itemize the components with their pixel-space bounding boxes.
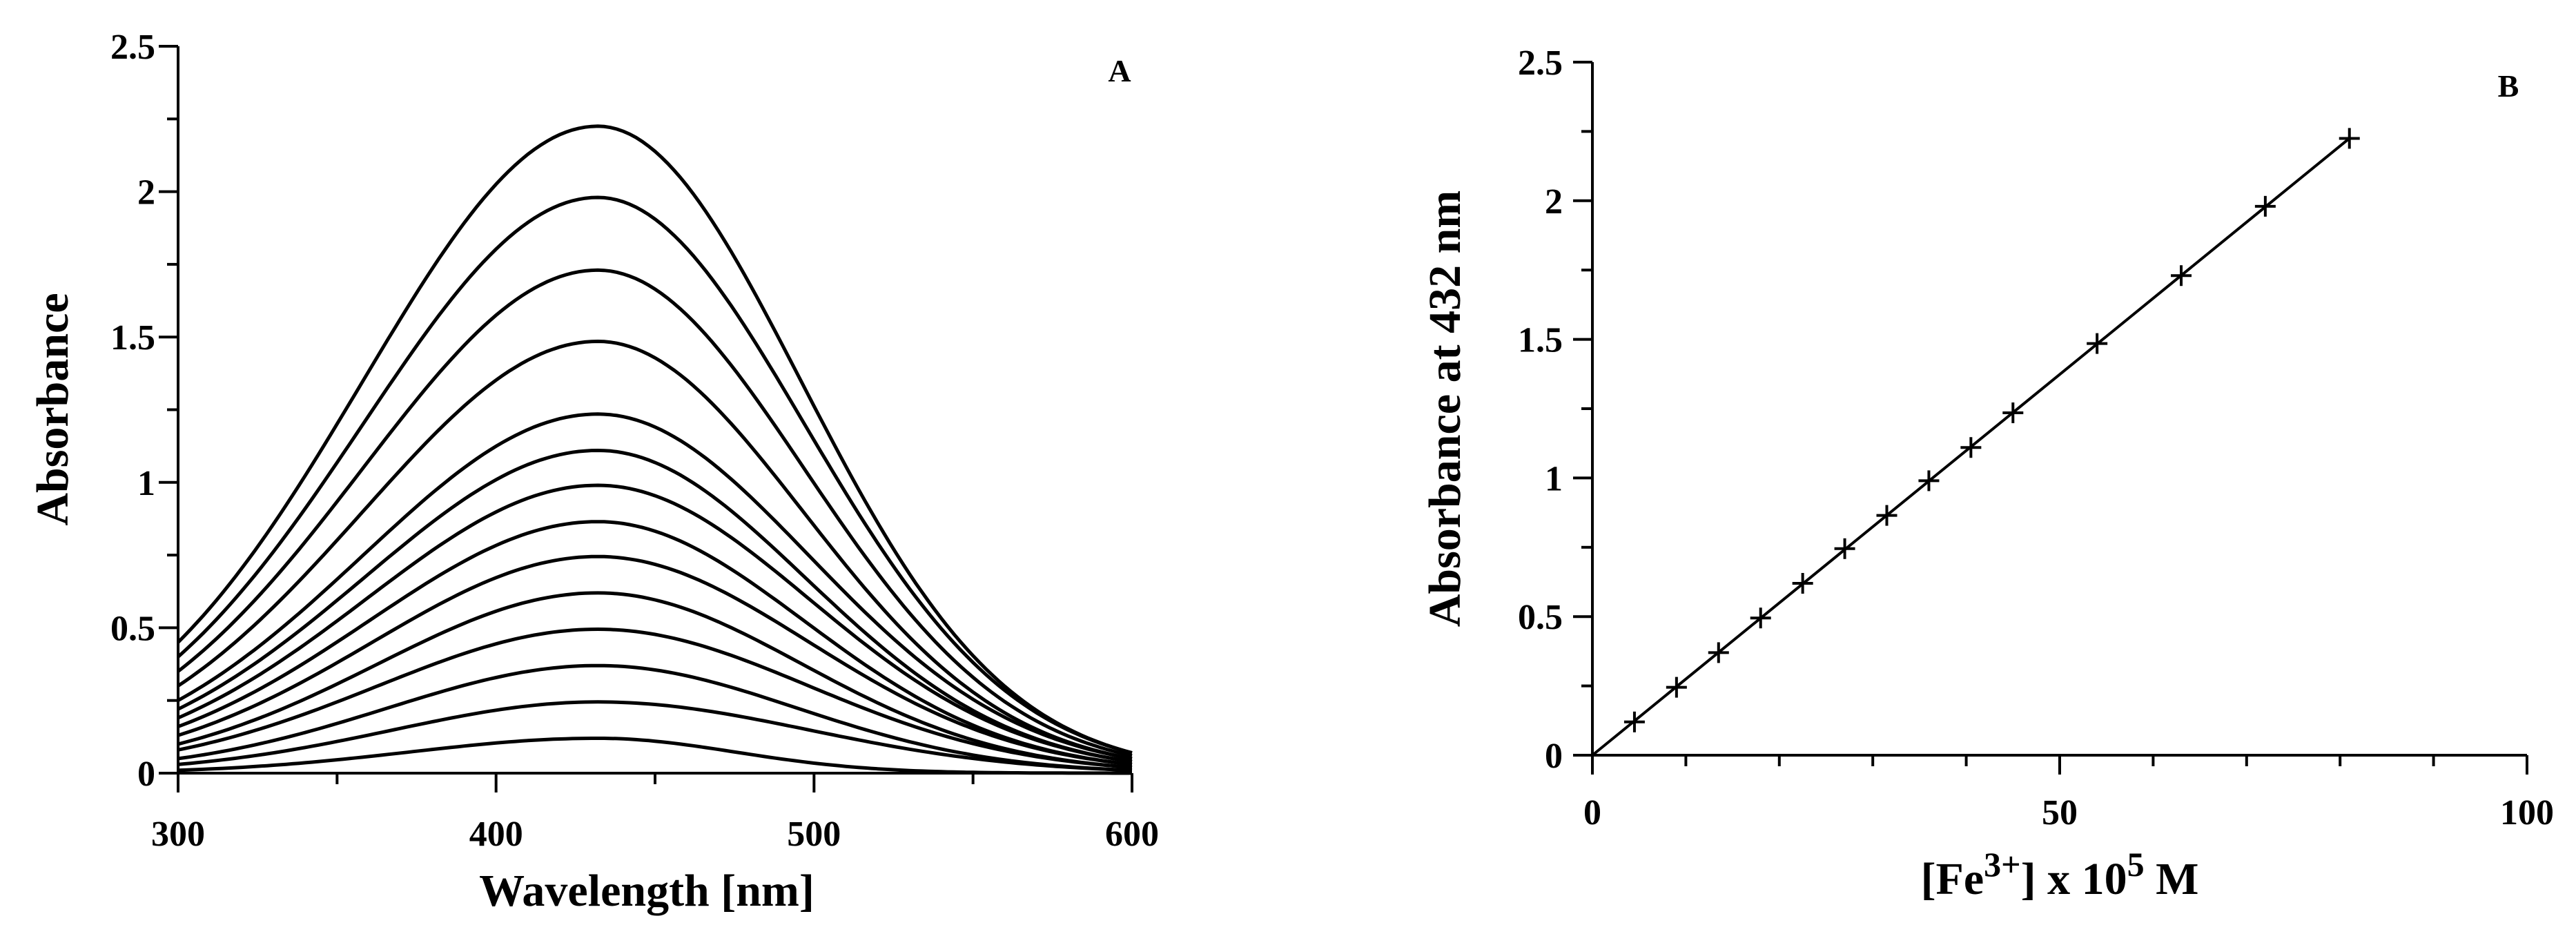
spectrum-curve-11: [177, 339, 1133, 761]
panel-b-y-tick-label: 1.5: [1518, 321, 1563, 360]
panel-b-y-tick-label: 2: [1545, 182, 1563, 222]
panel-b-x-title-part: [Fe: [1921, 854, 1984, 904]
data-point-marker: [2087, 333, 2108, 354]
panel-b-x-title-part: ] x 10: [2021, 854, 2127, 904]
panel-b-x-axis-title: [Fe3+] x 105 M: [1921, 845, 2199, 904]
data-point-marker: [2171, 265, 2192, 286]
panel-b-label: B: [2498, 68, 2519, 104]
panel-a-spectrum-curves: [177, 124, 1133, 775]
spectrum-curve-4: [177, 627, 1133, 770]
panel-b-y-tick-label: 1: [1545, 459, 1563, 498]
spectrum-curve-3: [177, 663, 1133, 772]
data-point-marker: [1960, 437, 1982, 458]
panel-b-y-tick-label: 0: [1545, 737, 1563, 776]
panel-a-ticks: [159, 45, 1133, 792]
data-point-marker: [1708, 642, 1729, 663]
panel-a-x-tick-label: 400: [469, 815, 523, 854]
spectrum-curve-10: [177, 412, 1133, 761]
panel-a-x-tick-label: 500: [787, 815, 841, 854]
data-point-marker: [2002, 402, 2024, 424]
data-point-marker: [1876, 505, 1897, 526]
panel-b-calibration-chart: 0 50 100 0 0.5 1 1.5 2 2.5 [Fe3+] x 105 …: [1420, 43, 2554, 904]
panel-a-x-axis-title: Wavelength [nm]: [479, 866, 814, 916]
data-point-marker: [1666, 677, 1687, 698]
panel-a-y-axis-title: Absorbance: [28, 293, 78, 525]
data-point-marker: [1918, 470, 1940, 492]
spectrum-curve-5: [177, 591, 1133, 770]
data-point-marker: [2339, 128, 2360, 149]
spectrum-curve-14: [177, 124, 1133, 755]
panel-b-x-tick-label: 0: [1583, 793, 1601, 833]
panel-a-label: A: [1108, 53, 1131, 88]
panel-a-y-tick-label: 0.5: [110, 609, 155, 648]
data-point-marker: [1623, 711, 1645, 732]
data-point-marker: [2254, 195, 2276, 217]
panel-b-y-tick-label: 0.5: [1518, 598, 1563, 637]
spectrum-curve-12: [177, 268, 1133, 758]
panel-a-y-tick-label: 0: [137, 755, 155, 794]
panel-b-y-tick-label: 2.5: [1518, 43, 1563, 83]
spectrum-curve-6: [177, 554, 1133, 766]
panel-b-x-tick-label: 50: [2042, 793, 2078, 833]
panel-a-spectra-chart: 300 400 500 600 0 0.5 1 1.5 2 2.5 Wavele…: [28, 28, 1159, 916]
panel-b-y-axis-title: Absorbance at 432 nm: [1420, 191, 1470, 627]
data-point-marker: [1834, 538, 1855, 559]
spectrum-curve-8: [177, 483, 1133, 763]
spectrum-curve-7: [177, 520, 1133, 766]
spectrum-curve-13: [177, 195, 1133, 755]
panel-a-y-tick-label: 1: [137, 464, 155, 503]
panel-b-tick-labels: 0 50 100 0 0.5 1 1.5 2 2.5: [1518, 43, 2554, 833]
panel-a-y-tick-label: 2.5: [110, 28, 155, 67]
spectrum-curve-2: [177, 700, 1133, 772]
panel-b-plot-area: [1591, 128, 2360, 757]
panel-b-ticks: [1573, 61, 2528, 775]
panel-a-x-tick-label: 600: [1105, 815, 1159, 854]
spectrum-curve-1: [177, 737, 1132, 775]
panel-b-x-title-part: M: [2145, 854, 2199, 904]
panel-b-x-title-superscript: 5: [2127, 845, 2145, 884]
panel-b-x-tick-label: 100: [2500, 793, 2554, 833]
spectrum-curve-9: [177, 448, 1133, 763]
panel-a-y-tick-label: 2: [137, 173, 155, 213]
panel-b-x-title-superscript: 3+: [1984, 845, 2021, 884]
panel-a-tick-labels: 300 400 500 600 0 0.5 1 1.5 2 2.5: [110, 28, 1159, 854]
data-point-marker: [1792, 573, 1813, 594]
panel-a-x-tick-label: 300: [151, 815, 205, 854]
panel-a-y-tick-label: 1.5: [110, 318, 155, 358]
data-point-marker: [1750, 607, 1771, 629]
